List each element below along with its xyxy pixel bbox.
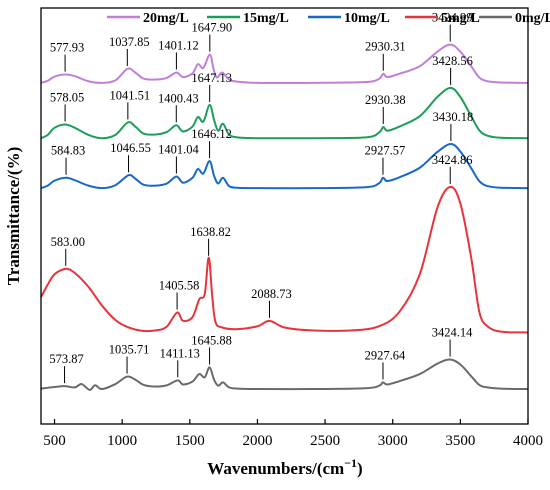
peak-label-10mg-l: 584.83 xyxy=(51,144,85,158)
peak-label-10mg-l: 2927.57 xyxy=(365,144,406,158)
peak-label-0mg-l: 3424.14 xyxy=(432,326,473,340)
x-tick-label: 500 xyxy=(43,433,66,449)
peak-label-5mg-l: 583.00 xyxy=(51,235,85,249)
peak-label-0mg-l: 2927.64 xyxy=(365,348,406,362)
peak-label-15mg-l: 1041.51 xyxy=(110,88,151,102)
legend-label-0mg-l: 0mg/L xyxy=(515,11,550,26)
series-line-5mg-l xyxy=(40,185,529,334)
peak-label-5mg-l: 2088.73 xyxy=(251,287,292,301)
peak-label-15mg-l: 3428.56 xyxy=(432,54,473,68)
x-tick-label: 2500 xyxy=(310,433,340,449)
x-tick-label: 1000 xyxy=(107,433,137,449)
series-line-15mg-l xyxy=(40,86,529,140)
peak-label-20mg-l: 1037.85 xyxy=(109,35,150,49)
peak-label-15mg-l: 578.05 xyxy=(50,90,84,104)
x-tick-label: 1500 xyxy=(175,433,205,449)
x-tick-label: 4000 xyxy=(513,433,543,449)
peak-label-0mg-l: 573.87 xyxy=(49,352,83,366)
legend-label-15mg-l: 15mg/L xyxy=(243,11,289,26)
peak-label-5mg-l: 1405.58 xyxy=(159,279,200,293)
x-axis-title-close: ) xyxy=(357,459,363,478)
legend-label-10mg-l: 10mg/L xyxy=(344,11,390,26)
peak-annotations: 577.93 1037.85 1401.12 1647.90 2930.31 3424.9… xyxy=(49,11,473,384)
peak-label-20mg-l: 2930.31 xyxy=(365,40,406,54)
peak-label-20mg-l: 1401.12 xyxy=(158,38,199,52)
x-axis-ticks: 500 1000 1500 2000 2500 3000 3500 4000 xyxy=(43,419,543,449)
peak-label-10mg-l: 1401.04 xyxy=(158,142,199,156)
peak-label-0mg-l: 1645.88 xyxy=(191,333,232,347)
peak-label-20mg-l: 577.93 xyxy=(50,41,84,55)
peak-label-0mg-l: 1411.13 xyxy=(160,346,200,360)
legend-label-5mg-l: 5mg/L xyxy=(441,11,480,26)
peak-label-10mg-l: 3430.18 xyxy=(433,110,474,124)
series-line-10mg-l xyxy=(40,143,529,190)
x-axis-title-main: Wavenumbers/(cm xyxy=(207,459,344,478)
peak-label-15mg-l: 1400.43 xyxy=(158,91,199,105)
x-axis-title: Wavenumbers/(cm−1) xyxy=(207,456,362,478)
peak-label-5mg-l: 3424.86 xyxy=(432,153,473,167)
peak-label-10mg-l: 1646.12 xyxy=(191,127,232,141)
peak-label-0mg-l: 1035.71 xyxy=(109,343,150,357)
peak-label-5mg-l: 1638.82 xyxy=(190,225,231,239)
legend: 20mg/L 15mg/L 10mg/L 5mg/L 0mg/L xyxy=(107,11,550,26)
peak-label-20mg-l: 3424.99 xyxy=(432,11,473,25)
peak-label-15mg-l: 1647.13 xyxy=(191,71,232,85)
series-line-20mg-l xyxy=(40,43,529,85)
x-tick-label: 3000 xyxy=(378,433,408,449)
legend-label-20mg-l: 20mg/L xyxy=(143,11,189,26)
x-tick-label: 2000 xyxy=(242,433,272,449)
plot-frame xyxy=(40,7,529,425)
peak-label-15mg-l: 2930.38 xyxy=(365,93,406,107)
peak-label-20mg-l: 1647.90 xyxy=(192,21,233,35)
y-axis-title: Transmittance/(%) xyxy=(4,147,23,286)
peak-label-10mg-l: 1046.55 xyxy=(110,141,151,155)
x-tick-label: 3500 xyxy=(445,433,475,449)
series-line-0mg-l xyxy=(40,358,529,391)
series-layer xyxy=(40,43,529,391)
x-axis-title-superscript: −1 xyxy=(344,456,357,470)
